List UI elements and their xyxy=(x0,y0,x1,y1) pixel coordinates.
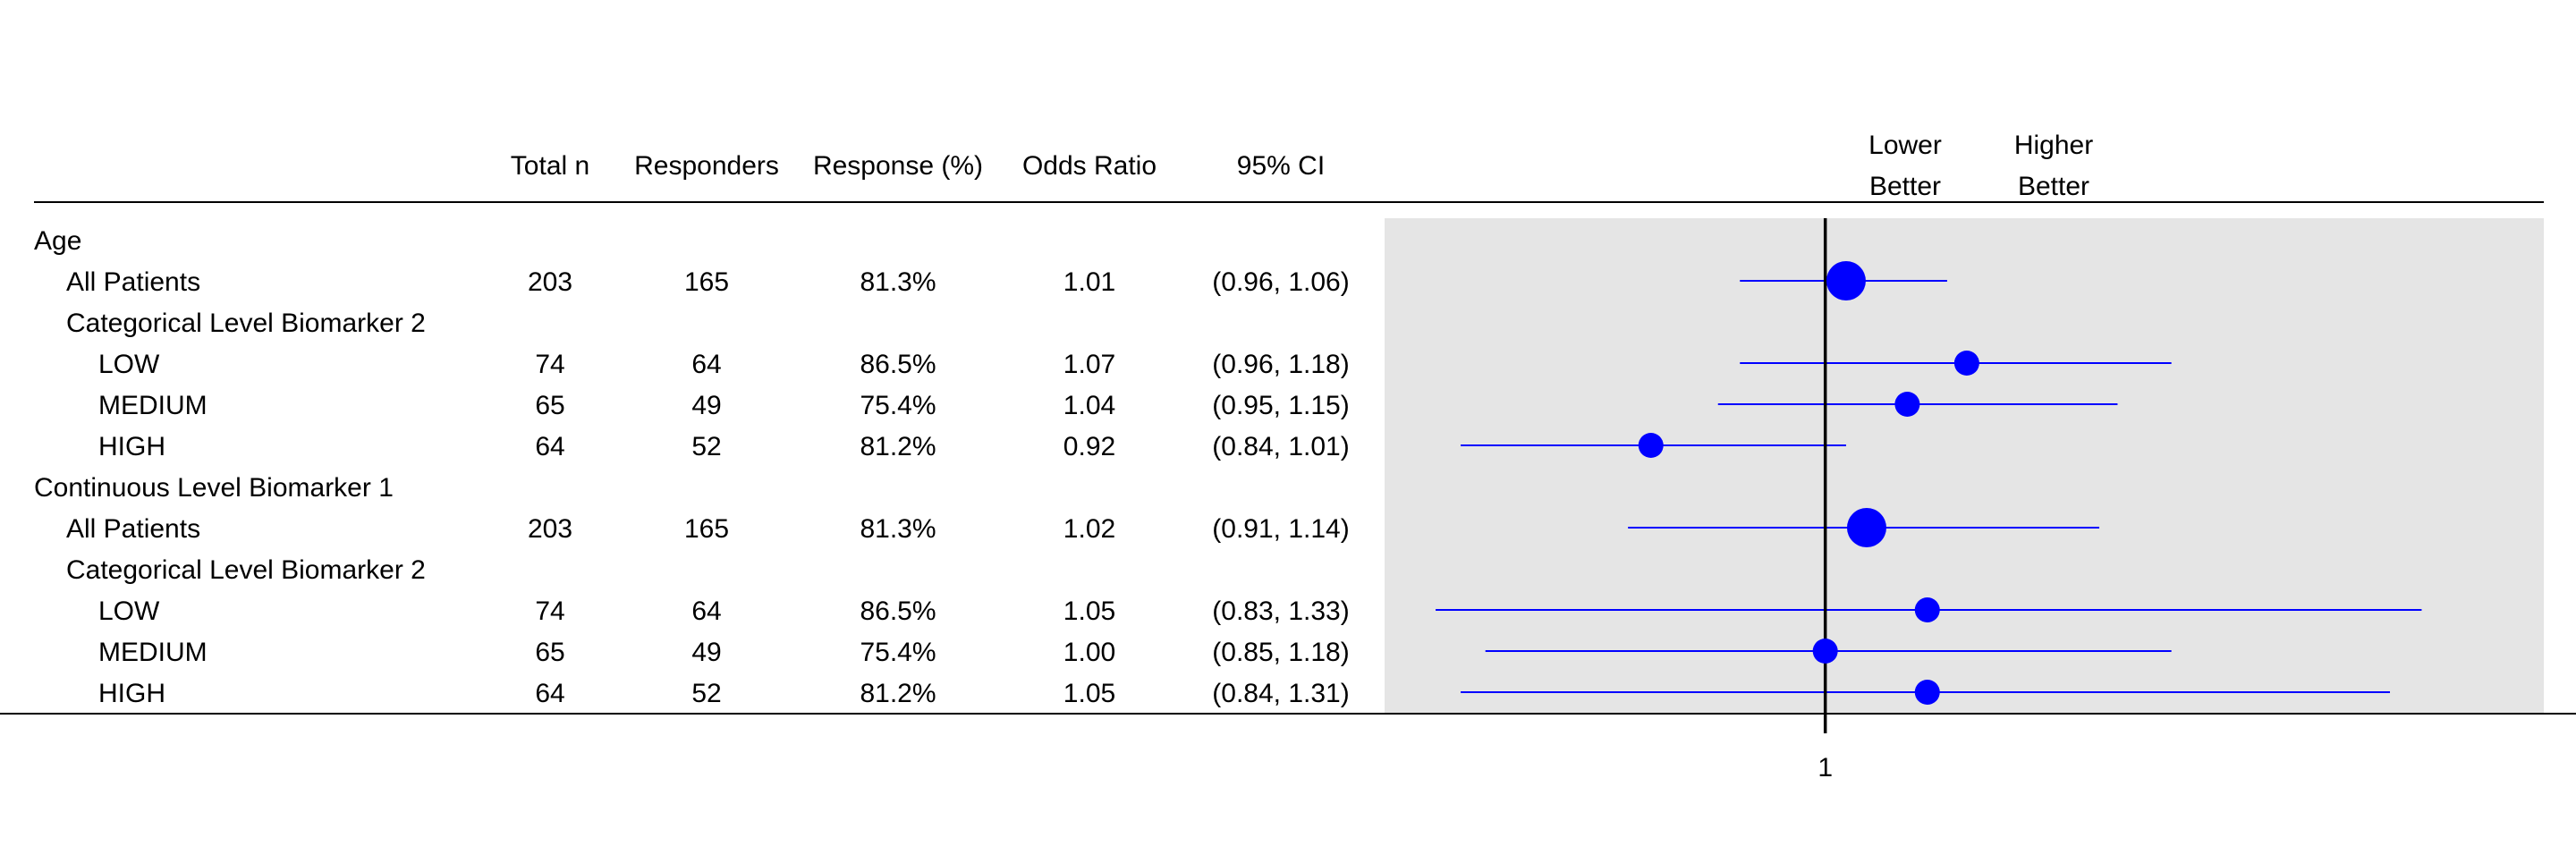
direction-labels: Lower Better Higher Better xyxy=(1868,131,2093,201)
estimate-marker xyxy=(1638,433,1664,458)
cell-total-n: 64 xyxy=(535,432,564,461)
row-label: All Patients xyxy=(66,267,200,297)
estimate-marker xyxy=(1894,392,1920,417)
table-row: LOW 74 64 86.5% 1.07 (0.96, 1.18) xyxy=(98,350,1350,379)
estimate-marker xyxy=(1953,351,1979,376)
estimate-marker xyxy=(1914,680,1940,705)
cell-responders: 49 xyxy=(691,391,721,420)
row-label: All Patients xyxy=(66,514,200,544)
cell-total-n: 64 xyxy=(535,679,564,708)
cell-response-pct: 75.4% xyxy=(860,638,936,667)
table-row: Categorical Level Biomarker 2 xyxy=(66,309,426,338)
table-row: HIGH 64 52 81.2% 0.92 (0.84, 1.01) xyxy=(98,432,1350,461)
header-ci: 95% CI xyxy=(1237,151,1325,181)
cell-odds-ratio: 1.05 xyxy=(1063,596,1115,626)
table-row: MEDIUM 65 49 75.4% 1.00 (0.85, 1.18) xyxy=(98,638,1350,667)
table-row: All Patients 203 165 81.3% 1.02 (0.91, 1.14) xyxy=(66,514,1350,544)
cell-responders: 52 xyxy=(691,432,721,461)
header-responders: Responders xyxy=(634,151,779,181)
row-label: MEDIUM xyxy=(98,638,208,667)
row-label: Continuous Level Biomarker 1 xyxy=(34,473,394,503)
cell-odds-ratio: 0.92 xyxy=(1063,432,1115,461)
header-odds-ratio: Odds Ratio xyxy=(1022,151,1157,181)
cell-responders: 165 xyxy=(684,514,729,544)
table-row: LOW 74 64 86.5% 1.05 (0.83, 1.33) xyxy=(98,596,1350,626)
cell-ci: (0.84, 1.01) xyxy=(1212,432,1349,461)
cell-odds-ratio: 1.01 xyxy=(1063,267,1115,297)
table-body: Age All Patients 203 165 81.3% 1.01 (0.96, 1.0… xyxy=(34,226,1350,708)
row-label: MEDIUM xyxy=(98,391,208,420)
cell-ci: (0.96, 1.06) xyxy=(1212,267,1349,297)
plot-panel-background xyxy=(1385,218,2544,714)
cell-response-pct: 75.4% xyxy=(860,391,936,420)
cell-ci: (0.96, 1.18) xyxy=(1212,350,1349,379)
cell-responders: 64 xyxy=(691,596,721,626)
table-row: Categorical Level Biomarker 2 xyxy=(66,555,426,585)
table-row: HIGH 64 52 81.2% 1.05 (0.84, 1.31) xyxy=(98,679,1350,708)
cell-ci: (0.85, 1.18) xyxy=(1212,638,1349,667)
estimate-marker xyxy=(1846,508,1886,547)
cell-responders: 52 xyxy=(691,679,721,708)
lower-better-line1: Lower xyxy=(1868,131,1942,160)
cell-odds-ratio: 1.04 xyxy=(1063,391,1115,420)
cell-odds-ratio: 1.00 xyxy=(1063,638,1115,667)
cell-ci: (0.83, 1.33) xyxy=(1212,596,1349,626)
cell-total-n: 203 xyxy=(528,267,572,297)
estimate-marker xyxy=(1812,639,1838,664)
lower-better-line2: Better xyxy=(1869,172,1941,201)
row-label: HIGH xyxy=(98,679,165,708)
row-label: HIGH xyxy=(98,432,165,461)
cell-odds-ratio: 1.02 xyxy=(1063,514,1115,544)
row-label: Categorical Level Biomarker 2 xyxy=(66,309,426,338)
row-label: Age xyxy=(34,226,81,256)
table-row: Age xyxy=(34,226,81,256)
table-row: All Patients 203 165 81.3% 1.01 (0.96, 1.06) xyxy=(66,267,1350,297)
cell-ci: (0.84, 1.31) xyxy=(1212,679,1349,708)
cell-ci: (0.95, 1.15) xyxy=(1212,391,1349,420)
cell-total-n: 74 xyxy=(535,596,564,626)
cell-responders: 49 xyxy=(691,638,721,667)
cell-responders: 64 xyxy=(691,350,721,379)
cell-response-pct: 86.5% xyxy=(860,350,936,379)
estimate-markers xyxy=(1638,261,1979,705)
row-label: LOW xyxy=(98,596,160,626)
cell-response-pct: 81.2% xyxy=(860,679,936,708)
higher-better-line2: Better xyxy=(2018,172,2089,201)
cell-total-n: 74 xyxy=(535,350,564,379)
cell-total-n: 203 xyxy=(528,514,572,544)
cell-total-n: 65 xyxy=(535,391,564,420)
table-row: MEDIUM 65 49 75.4% 1.04 (0.95, 1.15) xyxy=(98,391,1350,420)
row-label: Categorical Level Biomarker 2 xyxy=(66,555,426,585)
estimate-marker xyxy=(1826,261,1866,300)
higher-better-line1: Higher xyxy=(2014,131,2093,160)
cell-response-pct: 81.3% xyxy=(860,267,936,297)
estimate-marker xyxy=(1914,597,1940,622)
cell-total-n: 65 xyxy=(535,638,564,667)
cell-responders: 165 xyxy=(684,267,729,297)
table-row: Continuous Level Biomarker 1 xyxy=(34,473,394,503)
x-tick-label-1: 1 xyxy=(1818,753,1833,783)
cell-ci: (0.91, 1.14) xyxy=(1212,514,1349,544)
column-headers: Total n Responders Response (%) Odds Rat… xyxy=(511,151,1325,181)
cell-response-pct: 81.2% xyxy=(860,432,936,461)
row-label: LOW xyxy=(98,350,160,379)
header-response-pct: Response (%) xyxy=(813,151,983,181)
cell-odds-ratio: 1.05 xyxy=(1063,679,1115,708)
cell-response-pct: 86.5% xyxy=(860,596,936,626)
cell-response-pct: 81.3% xyxy=(860,514,936,544)
cell-odds-ratio: 1.07 xyxy=(1063,350,1115,379)
header-total-n: Total n xyxy=(511,151,589,181)
